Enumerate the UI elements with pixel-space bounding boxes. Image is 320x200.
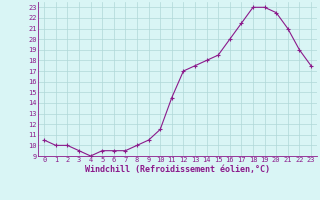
X-axis label: Windchill (Refroidissement éolien,°C): Windchill (Refroidissement éolien,°C) [85,165,270,174]
